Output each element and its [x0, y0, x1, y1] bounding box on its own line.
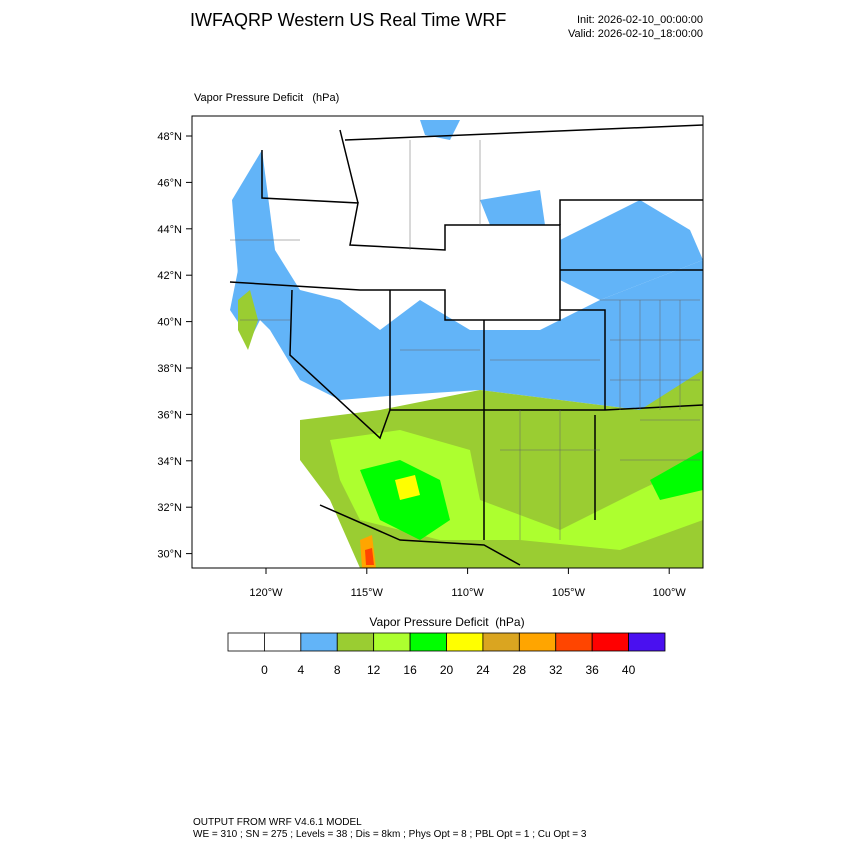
colorbar-box — [518, 632, 557, 652]
lon-label: 110°W — [451, 587, 484, 599]
colorbar-title: Vapor Pressure Deficit (hPa) — [369, 615, 524, 629]
colorbar-label: 8 — [334, 663, 341, 677]
colorbar-label: 12 — [367, 663, 381, 677]
colorbar: 0 4 8 12 16 20 24 28 32 36 40 — [227, 632, 666, 677]
valid-time: Valid: 2026-02-10_18:00:00 — [568, 28, 703, 40]
colorbar-box — [591, 632, 629, 652]
lon-label: 120°W — [249, 587, 283, 599]
lat-label: 38°N — [157, 363, 182, 375]
colorbar-box — [409, 632, 447, 652]
map-frame — [191, 115, 704, 569]
colorbar-label: 40 — [622, 663, 636, 677]
footer-line: OUTPUT FROM WRF V4.6.1 MODEL — [193, 817, 362, 828]
colorbar-box — [555, 632, 593, 652]
lat-label: 34°N — [157, 456, 182, 468]
lat-label: 42°N — [157, 270, 182, 282]
lon-label: 100°W — [653, 587, 687, 599]
lat-label: 32°N — [157, 502, 182, 514]
lat-label: 48°N — [157, 131, 182, 143]
colorbar-box — [482, 632, 520, 652]
map-title: Vapor Pressure Deficit (hPa) — [194, 92, 339, 104]
page-title: IWFAQRP Western US Real Time WRF — [190, 10, 506, 30]
colorbar-label: 28 — [513, 663, 527, 677]
lon-labels: 120°W 115°W 110°W 105°W 100°W — [249, 568, 686, 599]
lat-label: 40°N — [157, 317, 182, 329]
map-field — [192, 116, 703, 568]
colorbar-label: 24 — [476, 663, 490, 677]
colorbar-label: 36 — [585, 663, 599, 677]
colorbar-label: 32 — [549, 663, 563, 677]
lat-label: 36°N — [157, 409, 182, 421]
colorbar-label: 4 — [297, 663, 304, 677]
colorbar-box — [336, 632, 375, 652]
colorbar-label: 16 — [403, 663, 417, 677]
colorbar-box — [628, 632, 666, 652]
lon-label: 105°W — [552, 587, 586, 599]
footer-line: WE = 310 ; SN = 275 ; Levels = 38 ; Dis … — [193, 829, 587, 840]
colorbar-label: 20 — [440, 663, 454, 677]
init-time: Init: 2026-02-10_00:00:00 — [577, 14, 703, 26]
colorbar-box — [227, 632, 265, 652]
lat-label: 46°N — [157, 177, 182, 189]
lat-label: 30°N — [157, 549, 182, 561]
lon-label: 115°W — [351, 587, 384, 599]
colorbar-label: 0 — [261, 663, 268, 677]
colorbar-box — [264, 632, 302, 652]
colorbar-box — [300, 632, 338, 652]
lat-label: 44°N — [157, 224, 182, 236]
colorbar-box — [373, 632, 411, 652]
colorbar-box — [446, 632, 484, 652]
lat-labels: 48°N 46°N 44°N 42°N 40°N 38°N 36°N 34°N 32°N 30°N — [157, 131, 192, 561]
